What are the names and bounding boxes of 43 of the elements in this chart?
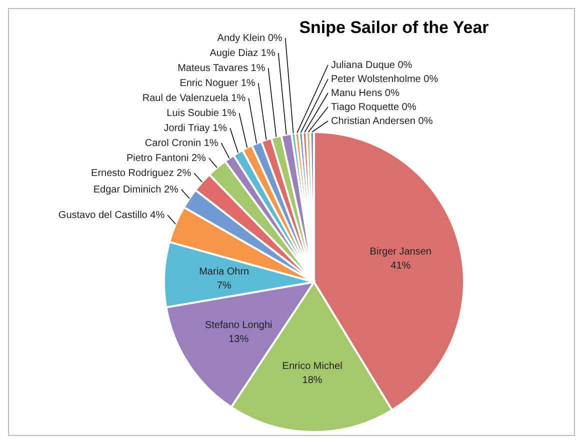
data-label: 41%	[390, 260, 411, 272]
slice-label: Manu Hens	[331, 88, 382, 99]
slice-label: Jordi Triay	[164, 123, 210, 134]
chart-title: Snipe Sailor of the Year	[299, 18, 490, 37]
data-label: 0%	[402, 102, 416, 113]
slice-label: Christian Andersen	[331, 116, 416, 127]
data-label: 0%	[418, 116, 433, 127]
slice-label: Pietro Fantoni	[126, 153, 189, 164]
slice-label: Tiago Roquette	[331, 102, 400, 113]
slice-label: Edgar Diminich	[93, 184, 162, 196]
slice-label: Stefano Longhi	[204, 320, 272, 332]
slice-label: Peter Wolstenholme	[331, 74, 421, 85]
data-label: 1%	[240, 78, 256, 90]
slice-label: Enric Noguer	[180, 78, 238, 90]
slice-label: Raul de Valenzuela	[142, 93, 228, 104]
data-label: 2%	[164, 184, 178, 196]
slice-label: Andy Klein	[217, 33, 266, 44]
data-label: 1%	[222, 108, 236, 120]
data-label: 1%	[250, 63, 266, 74]
data-label: 1%	[231, 93, 246, 104]
data-label: 4%	[150, 210, 165, 222]
slice-label: Luis Soubie	[166, 108, 219, 120]
slice-label: Mateus Tavares	[178, 63, 248, 74]
data-label: 2%	[191, 153, 206, 164]
slice-label: Juliana Duque	[331, 60, 395, 71]
data-label: 0%	[384, 88, 400, 99]
slice-label: Augie Diaz	[210, 48, 258, 60]
slice-label: Gustavo del Castillo	[58, 210, 148, 222]
data-label: 1%	[260, 48, 276, 60]
data-label: 7%	[216, 280, 232, 292]
slice-label: Carol Cronin	[144, 138, 202, 150]
data-label: 13%	[228, 334, 249, 346]
slice-label: Ernesto Rodriguez	[91, 168, 174, 180]
data-label: 2%	[176, 168, 192, 180]
data-label: 0%	[424, 74, 438, 85]
data-label: 1%	[204, 138, 218, 150]
data-label: 0%	[398, 60, 412, 71]
slice-label: Birger Jansen	[370, 246, 432, 258]
slice-label: Enrico Michel	[282, 360, 342, 372]
data-label: 1%	[212, 123, 228, 134]
data-label: 18%	[302, 374, 322, 386]
slice-label: Maria Ohrn	[199, 266, 250, 278]
data-label: 0%	[268, 33, 282, 44]
